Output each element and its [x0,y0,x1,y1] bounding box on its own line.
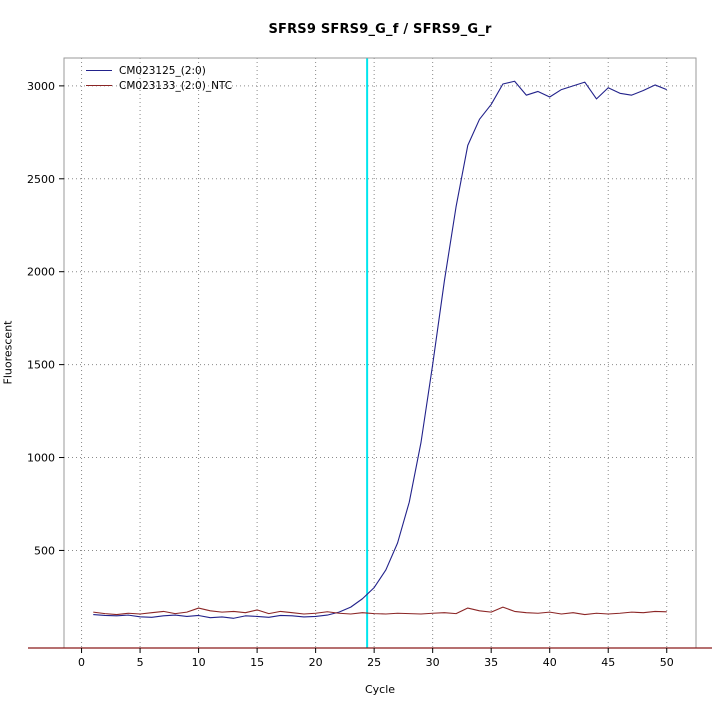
legend-line-ntc [86,85,112,86]
series-line-0 [93,80,667,619]
y-axis-tick-label: 3000 [27,80,55,93]
x-axis-tick-label: 25 [367,656,381,669]
y-axis-tick-label: 2000 [27,266,55,279]
chart-title: SFRS9 SFRS9_G_f / SFRS9_G_r [268,22,492,37]
x-axis-tick-label: 35 [484,656,498,669]
y-axis-tick-label: 1500 [27,359,55,372]
legend-item-sample: CM023125_(2:0) [86,63,232,78]
y-axis-tick-label: 1000 [27,452,55,465]
legend-line-sample [86,70,112,71]
x-axis-tick-label: 50 [660,656,674,669]
legend-label-ntc: CM023133_(2:0)_NTC [119,79,233,92]
x-axis-tick-label: 15 [250,656,264,669]
legend-item-ntc: CM023133_(2:0)_NTC [86,78,232,93]
x-axis-label: Cycle [364,683,396,696]
y-axis-tick-label: 500 [34,544,55,557]
series-line-1 [93,606,667,616]
x-axis-tick-label: 20 [309,656,323,669]
legend-label-sample: CM023125_(2:0) [119,64,206,77]
plot-border [63,57,697,649]
y-axis-tick-label: 2500 [27,173,55,186]
x-axis-tick-label: 10 [192,656,206,669]
x-axis-tick-label: 40 [543,656,557,669]
x-axis-tick-label: 5 [137,656,144,669]
x-axis-tick-label: 0 [78,656,85,669]
x-axis-tick-label: 30 [426,656,440,669]
legend: CM023125_(2:0) CM023133_(2:0)_NTC [86,63,232,93]
x-axis-tick-label: 45 [601,656,615,669]
